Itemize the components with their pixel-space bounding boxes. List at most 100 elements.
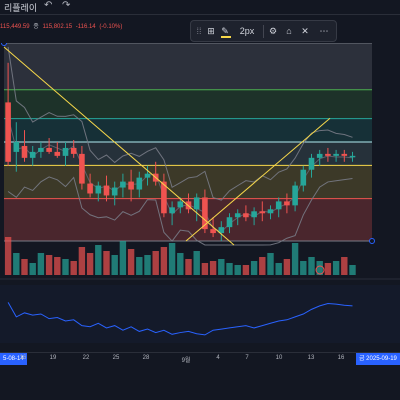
volume-bar (160, 247, 168, 275)
candle-body (275, 201, 282, 210)
time-tick: 10 (275, 355, 283, 361)
candle-body (29, 151, 36, 158)
candle-body (308, 157, 315, 170)
volume-bar (144, 255, 151, 275)
end-date-label: 금 2025-09-19 (356, 353, 400, 365)
volume-bar (185, 259, 192, 275)
candle-body (292, 185, 298, 206)
candle-body (267, 209, 274, 214)
line-width-button[interactable]: 2px (239, 26, 255, 36)
volume-bar (324, 263, 332, 275)
candle-body (202, 197, 208, 230)
line-color-icon[interactable]: ✎ (221, 26, 229, 36)
candle-body (62, 147, 69, 156)
trend-line-up (185, 117, 331, 242)
volume-bar (21, 259, 28, 275)
toolbar-divider (263, 25, 264, 38)
volume-bar (193, 251, 200, 275)
volume-bar (201, 263, 209, 275)
volume-bar (4, 237, 12, 275)
drawing-toolbar: ⁞⁞ ⊞ ✎ 2px ⚙ ⌂ ✕ ⋯ (190, 20, 337, 42)
candle-body (234, 213, 241, 218)
volume-bar (152, 251, 159, 275)
candle-body (177, 201, 184, 208)
ohlc-close-key: 종 (33, 24, 39, 30)
template-icon[interactable]: ⊞ (207, 26, 215, 36)
candle-body (87, 183, 93, 194)
time-tick: 13 (307, 355, 315, 361)
candle-body (144, 173, 151, 178)
candle-body (300, 169, 307, 186)
candle-body (128, 181, 134, 190)
candle-body (259, 211, 266, 214)
drag-handle-icon[interactable]: ⁞⁞ (196, 26, 202, 36)
volume-bar (45, 255, 53, 275)
volume-bar (291, 243, 299, 275)
candle-body (54, 151, 61, 156)
undo-icon[interactable]: ↶ (44, 0, 53, 11)
candle-body (79, 153, 85, 184)
time-tick: 19 (49, 355, 57, 361)
time-tick: 4 (216, 355, 220, 361)
top-bar: 리플레이 ↶ ↷ (0, 0, 400, 15)
candle-body (21, 145, 28, 158)
candle-body (226, 217, 233, 228)
volume-bar (226, 263, 233, 275)
settings-icon[interactable]: ⚙ (268, 26, 278, 36)
volume-bar (62, 259, 69, 275)
candle-body (316, 153, 323, 158)
start-date-label: 5-08-14 (0, 353, 27, 365)
more-icon[interactable]: ⋯ (319, 26, 329, 36)
time-tick: 25 (112, 355, 120, 361)
fib-zone (4, 118, 372, 142)
time-tick: 16 (19, 355, 27, 361)
candle-body (193, 197, 200, 210)
candle-body (169, 207, 175, 214)
volume-bar (86, 253, 94, 275)
candle-body (251, 211, 257, 218)
chart-area[interactable] (0, 40, 400, 363)
volume-bar (119, 241, 127, 275)
trend-line-down (3, 46, 235, 246)
lock-icon[interactable]: ⌂ (286, 26, 292, 36)
volume-bar (349, 265, 356, 275)
candle-body (13, 142, 20, 152)
volume-bar (70, 261, 77, 275)
volume-bar (168, 243, 176, 275)
replay-label[interactable]: 리플레이 (4, 3, 38, 13)
volume-bar (78, 247, 86, 275)
volume-bar (37, 253, 45, 275)
time-tick: 16 (337, 355, 345, 361)
time-axis[interactable]: 5-08-14 16 19 22 25 28 9월 4 7 10 13 16 금 2025-09-1… (0, 352, 400, 366)
volume-bar (13, 253, 20, 275)
volume-bar (54, 257, 61, 275)
fib-zone (4, 89, 372, 119)
volume-bar (95, 245, 102, 275)
volume-bar (259, 257, 266, 275)
volume-bar (332, 261, 340, 275)
volume-bar (316, 261, 323, 275)
time-tick: 28 (142, 355, 150, 361)
volume-bar (242, 265, 250, 275)
candle-body (95, 185, 102, 194)
candle-body (161, 181, 167, 214)
candle-body (5, 102, 11, 162)
ohlc-change-pct: (-0.10%) (99, 24, 123, 30)
volume-bar (234, 265, 241, 275)
volume-bar (103, 251, 110, 275)
volume-bar (283, 259, 291, 275)
volume-bar (177, 253, 184, 275)
candle-body (243, 213, 249, 218)
volume-bar (111, 255, 118, 275)
ohlc-change: -116.14 (75, 24, 96, 30)
redo-icon[interactable]: ↷ (62, 0, 71, 11)
volume-bar (341, 257, 348, 275)
candle-body (46, 147, 52, 152)
volume-bar (250, 261, 258, 275)
alert-marker-icon (315, 265, 325, 275)
volume-bar (218, 259, 225, 275)
volume-bar (136, 257, 143, 275)
price-chart[interactable] (0, 40, 400, 363)
oscillator-line (7, 302, 353, 336)
delete-icon[interactable]: ✕ (301, 26, 309, 36)
